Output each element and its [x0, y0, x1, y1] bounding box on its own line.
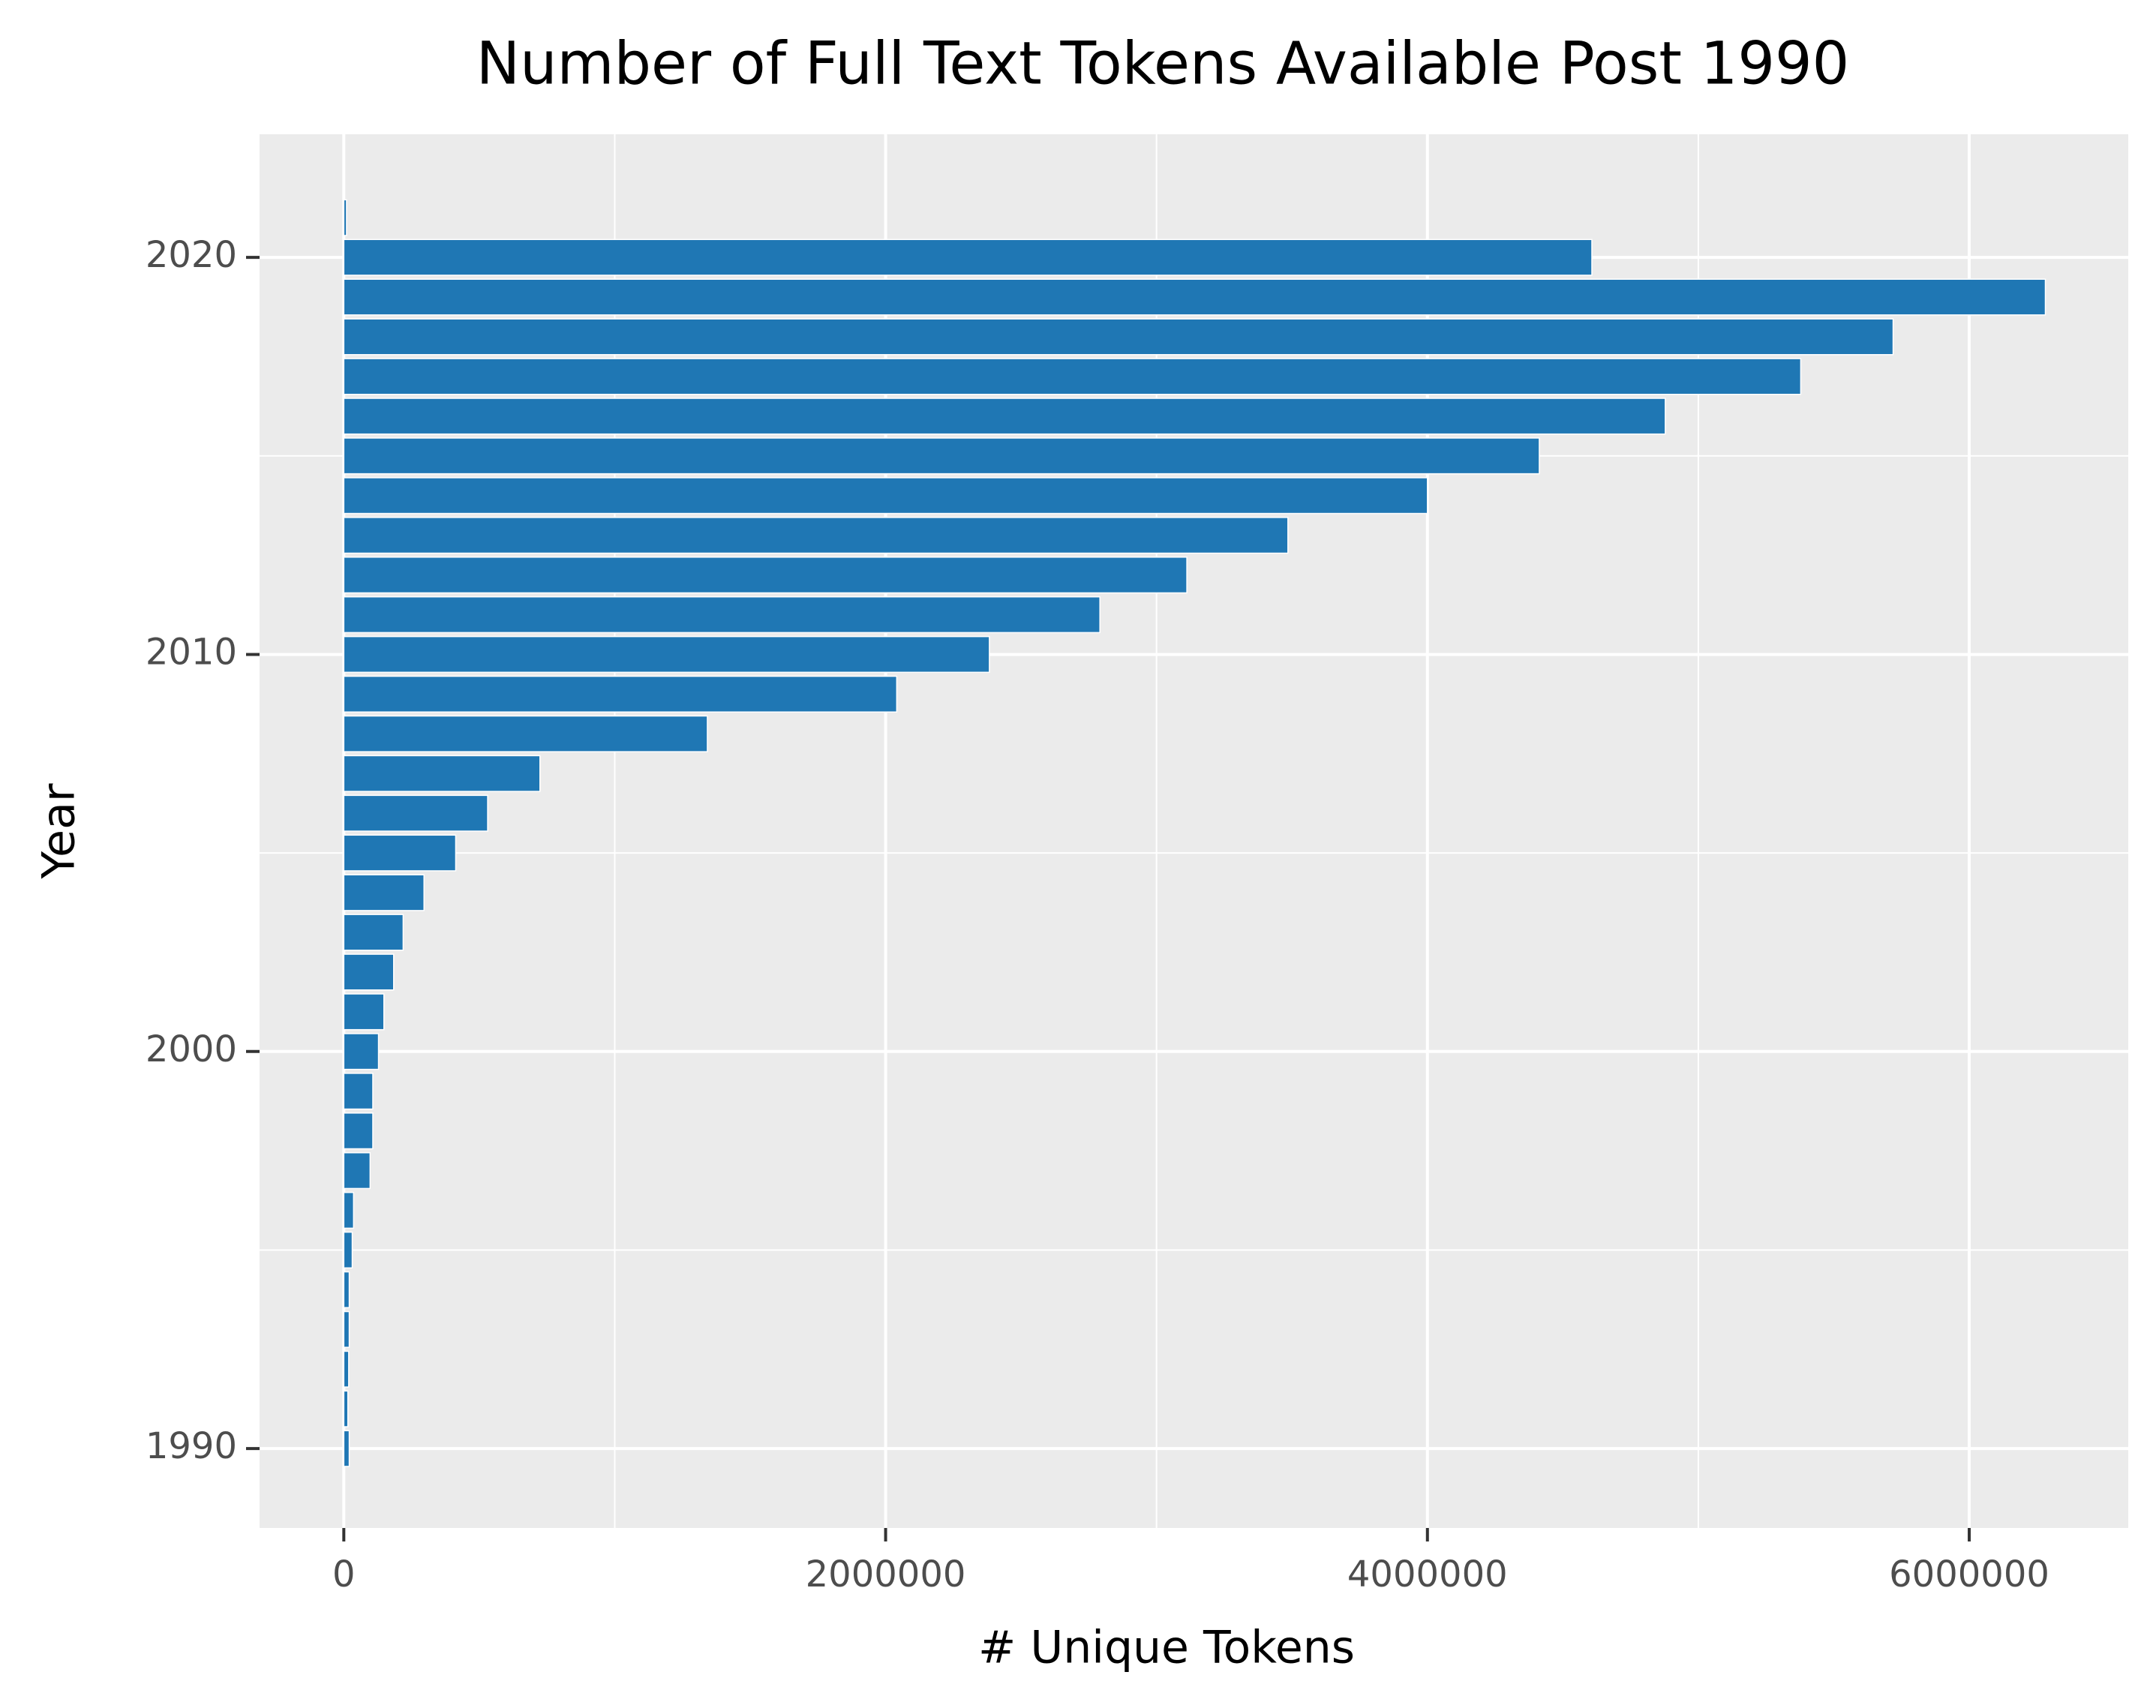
bar [343, 874, 425, 911]
bar [343, 993, 385, 1031]
x-tick-label: 0 [332, 1553, 356, 1595]
bar [343, 1390, 349, 1427]
x-axis-title: # Unique Tokens [978, 1622, 1355, 1674]
bar [343, 1430, 350, 1467]
bar [343, 437, 1540, 475]
bar [343, 239, 1593, 276]
x-tick-label: 4000000 [1347, 1553, 1508, 1595]
x-tick-label: 2000000 [806, 1553, 966, 1595]
bar [343, 278, 2046, 316]
bar [343, 834, 457, 872]
bar [343, 1152, 371, 1190]
bar [343, 199, 347, 236]
y-tick-label: 2010 [146, 631, 237, 673]
bar [343, 1191, 355, 1229]
bar [343, 675, 898, 713]
bar [343, 1350, 350, 1388]
y-tick-label: 2000 [146, 1028, 237, 1070]
bar [343, 1112, 374, 1150]
bar [343, 596, 1101, 634]
chart-title: Number of Full Text Tokens Available Pos… [476, 30, 1850, 98]
bar [343, 1310, 350, 1348]
y-tick-label: 1990 [146, 1425, 237, 1467]
bar [343, 1231, 353, 1269]
bar [343, 635, 990, 674]
y-axis-title: Year [33, 783, 86, 879]
bar [343, 1073, 374, 1110]
bars [343, 199, 2046, 1467]
bar [343, 517, 1289, 554]
axes: 0 2000000 4000000 6000000 1990 2000 2010 2020 [146, 234, 2049, 1595]
bar [343, 398, 1666, 435]
bar [343, 477, 1428, 515]
y-tick-label: 2020 [146, 234, 237, 276]
bar [343, 358, 1802, 395]
bar [343, 794, 488, 832]
bar [343, 953, 395, 991]
bar [343, 914, 404, 951]
bar [343, 715, 708, 752]
bar [343, 1033, 380, 1070]
bar [343, 318, 1894, 356]
bar [343, 557, 1188, 594]
bar [343, 1271, 350, 1308]
x-tick-label: 6000000 [1889, 1553, 2049, 1595]
bar [343, 755, 541, 792]
